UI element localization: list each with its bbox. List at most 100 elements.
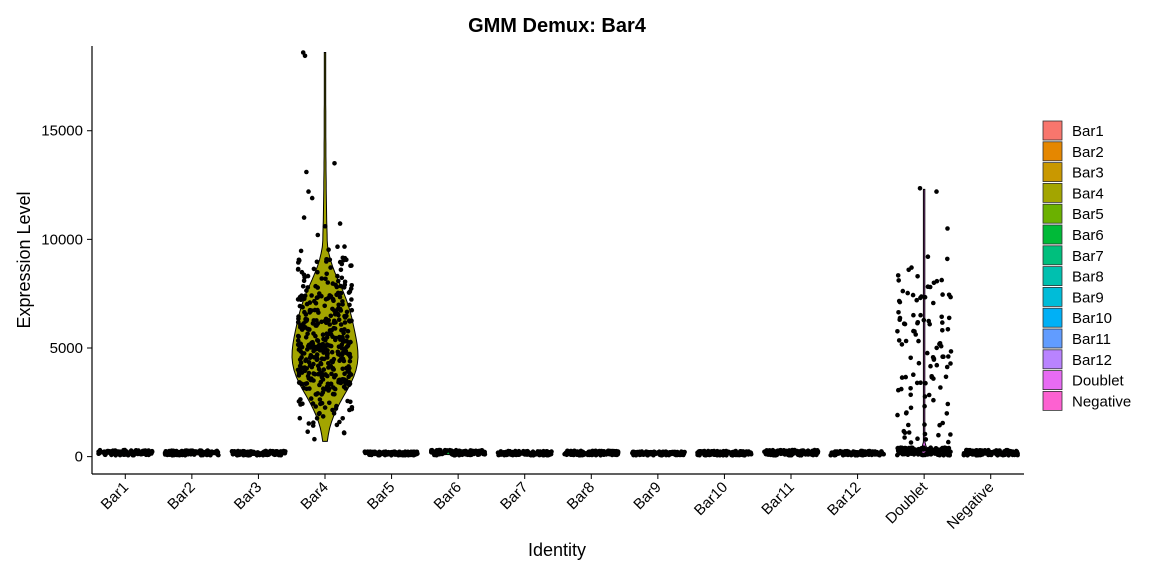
outlier-point: [309, 195, 315, 201]
data-point: [945, 401, 951, 407]
data-point: [260, 452, 266, 458]
violin-bar2: [162, 448, 221, 458]
data-point: [337, 352, 342, 358]
data-point: [878, 450, 883, 455]
y-tick-label: 15000: [41, 123, 83, 140]
violin-bar4: [291, 52, 359, 442]
violin-bar10: [695, 448, 754, 458]
data-point: [900, 288, 906, 294]
data-point: [461, 449, 467, 454]
data-point: [305, 331, 310, 337]
data-point: [376, 452, 381, 458]
data-point: [908, 392, 913, 398]
data-point: [745, 450, 750, 456]
data-point: [907, 447, 913, 452]
data-point: [315, 307, 320, 313]
data-point: [335, 244, 340, 249]
data-point: [330, 391, 336, 397]
data-point: [247, 452, 253, 458]
x-tick-label: Bar4: [297, 479, 331, 513]
data-point: [349, 307, 355, 313]
data-point: [346, 382, 352, 388]
x-tick-label: Negative: [944, 479, 998, 533]
data-point: [308, 396, 314, 401]
data-point: [304, 381, 310, 386]
data-point: [724, 453, 729, 458]
data-point: [940, 328, 945, 333]
data-point: [186, 450, 191, 456]
data-point: [945, 327, 951, 332]
data-point: [764, 448, 769, 454]
data-point: [919, 294, 924, 299]
data-point: [948, 361, 953, 366]
data-point: [317, 382, 322, 388]
data-point: [318, 372, 323, 377]
data-point: [903, 446, 909, 451]
data-point: [332, 386, 338, 392]
data-point: [947, 452, 952, 458]
data-point: [770, 447, 776, 453]
plot-area: 0 5000 10000 15000 Bar1 Bar2 Bar3 Bar4 Bar5 Bar6 B…: [41, 46, 1024, 533]
data-point: [296, 373, 302, 378]
data-point: [313, 301, 319, 306]
outlier-point: [304, 169, 309, 175]
data-point: [338, 267, 344, 273]
legend-label: Bar1: [1072, 123, 1104, 140]
data-point: [305, 347, 310, 352]
data-point: [345, 334, 350, 339]
data-point: [342, 320, 348, 325]
data-point: [323, 276, 328, 282]
data-point: [320, 332, 326, 338]
data-point: [205, 451, 210, 457]
data-point: [578, 452, 583, 458]
data-point: [342, 244, 347, 249]
legend-swatch: [1042, 286, 1063, 307]
data-point: [314, 323, 319, 328]
data-point: [403, 452, 408, 458]
data-point: [297, 294, 303, 300]
violin-negative: [961, 447, 1020, 458]
data-point: [307, 300, 313, 305]
data-point: [295, 342, 301, 348]
data-point: [311, 378, 316, 383]
data-point: [980, 449, 986, 455]
data-point: [940, 320, 945, 325]
data-point: [536, 451, 541, 456]
data-point: [300, 401, 305, 407]
legend-item-bar4: Bar4: [1042, 182, 1104, 203]
data-point: [315, 338, 320, 343]
legend-swatch: [1042, 328, 1063, 349]
data-point: [781, 450, 787, 456]
data-point: [806, 449, 811, 454]
data-point: [329, 371, 334, 377]
data-point: [926, 447, 931, 453]
legend-swatch: [1042, 390, 1063, 411]
data-point: [313, 333, 318, 339]
data-point: [340, 255, 346, 261]
data-point: [299, 355, 304, 360]
violin-bar5: [362, 449, 420, 458]
data-point: [906, 430, 912, 435]
data-point: [657, 452, 662, 457]
data-point: [334, 284, 340, 290]
data-point: [340, 416, 346, 421]
data-point: [369, 450, 375, 456]
data-point: [772, 451, 777, 457]
data-point: [396, 452, 401, 458]
data-point: [320, 414, 326, 419]
data-point: [940, 292, 945, 297]
data-point: [327, 322, 333, 327]
data-point: [299, 344, 305, 350]
data-point: [468, 450, 473, 456]
legend-swatch: [1042, 182, 1063, 203]
data-point: [948, 349, 954, 354]
data-point: [328, 313, 334, 319]
data-point: [899, 386, 904, 392]
data-point: [312, 436, 317, 442]
legend-swatch: [1042, 349, 1063, 370]
data-point: [1013, 451, 1018, 456]
data-point: [317, 397, 323, 402]
data-point: [896, 278, 901, 283]
data-point: [323, 345, 328, 350]
